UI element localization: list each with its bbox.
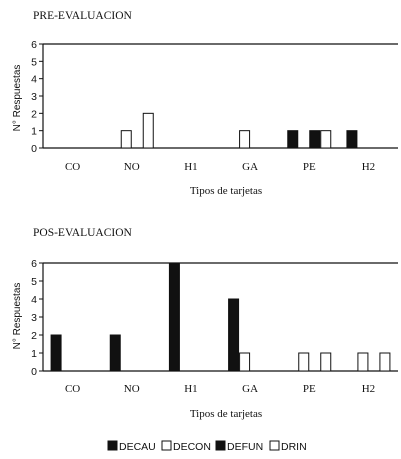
bar-decon-ga [239, 130, 251, 149]
bar-defun-pe [309, 130, 321, 149]
bar-decau-h1 [168, 262, 180, 372]
y-tick-label: 5 [31, 276, 37, 288]
bar-decon-pe [298, 352, 310, 372]
y-tick-label: 1 [31, 126, 37, 138]
legend-label-defun: DEFUN [227, 441, 263, 453]
legend-swatch-decau [107, 440, 118, 451]
legend-label-decau: DECAU [119, 441, 156, 453]
x-tick-label: H1 [184, 161, 197, 173]
y-tick-label: 4 [31, 74, 37, 86]
plot-area-pos: 0 1 2 3 4 5 6 CO NO H1 GA PE H2 [31, 258, 398, 395]
chart-title-pos: POS-EVALUACION [33, 227, 133, 239]
bar-decon-no [120, 130, 132, 149]
plot-area-pre: 0 1 2 3 4 5 6 CO NO H1 GA PE H2 [31, 39, 398, 173]
x-tick-label: H2 [362, 383, 375, 395]
legend: DECAU DECON DEFUN DRIN [107, 440, 307, 453]
x-tick-label: H2 [362, 161, 375, 173]
x-tick-label: CO [65, 383, 80, 395]
legend-swatch-defun [215, 440, 226, 451]
x-tick-label: NO [124, 383, 140, 395]
y-tick-label: 5 [31, 56, 37, 68]
y-axis-label-pos: N° Respuestas [12, 283, 23, 350]
legend-label-drin: DRIN [281, 441, 307, 453]
y-tick-label: 3 [31, 312, 37, 324]
bar-decon-h2 [357, 352, 369, 372]
bar-drin-no [142, 112, 154, 149]
legend-label-decon: DECON [173, 441, 211, 453]
y-tick-label: 6 [31, 39, 37, 51]
chart-title-pre: PRE-EVALUACION [33, 10, 133, 22]
y-axis-label-pre: N° Respuestas [12, 65, 23, 132]
y-tick-label: 0 [31, 366, 37, 378]
bar-decau-no [109, 334, 121, 372]
y-tick-label: 3 [31, 91, 37, 103]
bar-decau-pe [287, 130, 299, 149]
x-tick-label: PE [303, 161, 316, 173]
bar-decau-co [50, 334, 62, 372]
y-tick-label: 6 [31, 258, 37, 270]
y-tick-label: 1 [31, 348, 37, 360]
x-tick-label: GA [242, 161, 258, 173]
bar-decau-ga [228, 298, 240, 372]
y-tick-label: 0 [31, 143, 37, 155]
bar-drin-pe [320, 130, 332, 149]
y-tick-label: 4 [31, 294, 37, 306]
bar-decau-h2 [346, 130, 358, 149]
x-tick-label: NO [124, 161, 140, 173]
y-tick-label: 2 [31, 330, 37, 342]
x-tick-label: H1 [184, 383, 197, 395]
bar-drin-pe [320, 352, 332, 372]
x-axis-label-pos: Tipos de tarjetas [190, 408, 262, 420]
legend-swatch-decon [161, 440, 172, 451]
legend-swatch-drin [269, 440, 280, 451]
y-tick-label: 2 [31, 108, 37, 120]
x-tick-label: PE [303, 383, 316, 395]
x-tick-label: GA [242, 383, 258, 395]
bar-decon-ga [239, 352, 251, 372]
bar-drin-h2 [379, 352, 391, 372]
x-axis-label-pre: Tipos de tarjetas [190, 185, 262, 197]
x-tick-label: CO [65, 161, 80, 173]
